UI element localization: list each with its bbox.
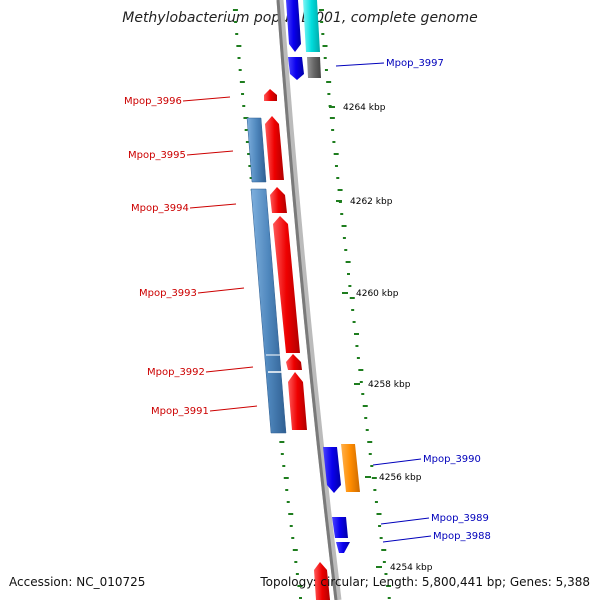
accession-label: Accession: NC_010725 [9, 575, 146, 589]
gene-label-reverse[interactable]: Mpop_3996 [124, 96, 182, 107]
gene-label-reverse[interactable]: Mpop_3991 [151, 406, 209, 417]
gene-leader-line [197, 287, 245, 294]
cds-3992-arrow [286, 354, 302, 370]
tick-label: 4264 kbp [343, 103, 386, 113]
cds-3993-arrow [273, 216, 300, 353]
gene-label-reverse[interactable]: Mpop_3995 [128, 150, 186, 161]
gene-label-forward[interactable]: Mpop_3988 [433, 531, 491, 542]
map-title: Methylobacterium populi BJ001, complete … [122, 10, 478, 26]
gene-leader-line [182, 96, 231, 102]
gene-labels: Mpop_3996 Mpop_3995 Mpop_3994 Mpop_3993 Mpop… [124, 58, 491, 543]
gene-label-forward[interactable]: Mpop_3990 [423, 454, 481, 465]
cds-3995-block [246, 117, 267, 183]
gene-label-forward[interactable]: Mpop_3997 [386, 58, 444, 69]
gene-leader-line [372, 458, 422, 466]
gene-label-forward[interactable]: Mpop_3989 [431, 513, 489, 524]
cds-3997-gray [307, 57, 321, 78]
gene-label-reverse[interactable]: Mpop_3993 [139, 288, 197, 299]
gene-leader-line [189, 203, 237, 209]
cds-top-blue [286, 0, 301, 52]
tick-label: 4258 kbp [368, 380, 411, 390]
backbone-shadow [276, 0, 342, 600]
cds-3990-blue [323, 447, 341, 493]
gene-leader-line [186, 150, 234, 156]
cds-3989-blue [332, 517, 348, 538]
cds-3990-orange [341, 444, 360, 492]
cds-bottom-arrow [314, 562, 330, 600]
tick-label: 4254 kbp [390, 563, 433, 573]
backbone [276, 0, 338, 600]
cds-3991-arrow [288, 372, 307, 430]
gene-leader-line [382, 535, 432, 543]
reverse-cds-red-track [264, 89, 330, 600]
gene-leader-line [335, 62, 385, 67]
cds-3994-arrow [270, 187, 287, 213]
gene-leader-line [205, 366, 254, 373]
cds-3997-blue [288, 57, 304, 80]
cds-3988-blue [336, 542, 350, 553]
cds-top-cyan [303, 0, 320, 52]
tick-label: 4260 kbp [356, 289, 399, 299]
gene-leader-line [209, 405, 258, 412]
reverse-cds-steel-track [246, 117, 287, 434]
gene-leader-line [380, 517, 430, 525]
gene-label-reverse[interactable]: Mpop_3994 [131, 203, 189, 214]
cds-3996-arrow [264, 89, 277, 101]
tick-label: 4262 kbp [350, 197, 393, 207]
topology-label: Topology: circular; Length: 5,800,441 bp… [260, 575, 590, 589]
tick-label: 4256 kbp [379, 473, 422, 483]
cds-3995-arrow [265, 116, 284, 180]
gene-label-reverse[interactable]: Mpop_3992 [147, 367, 205, 378]
forward-cds-track [286, 0, 360, 553]
tick-labels: 4264 kbp 4262 kbp 4260 kbp 4258 kbp 4256 kbp… [329, 103, 433, 573]
